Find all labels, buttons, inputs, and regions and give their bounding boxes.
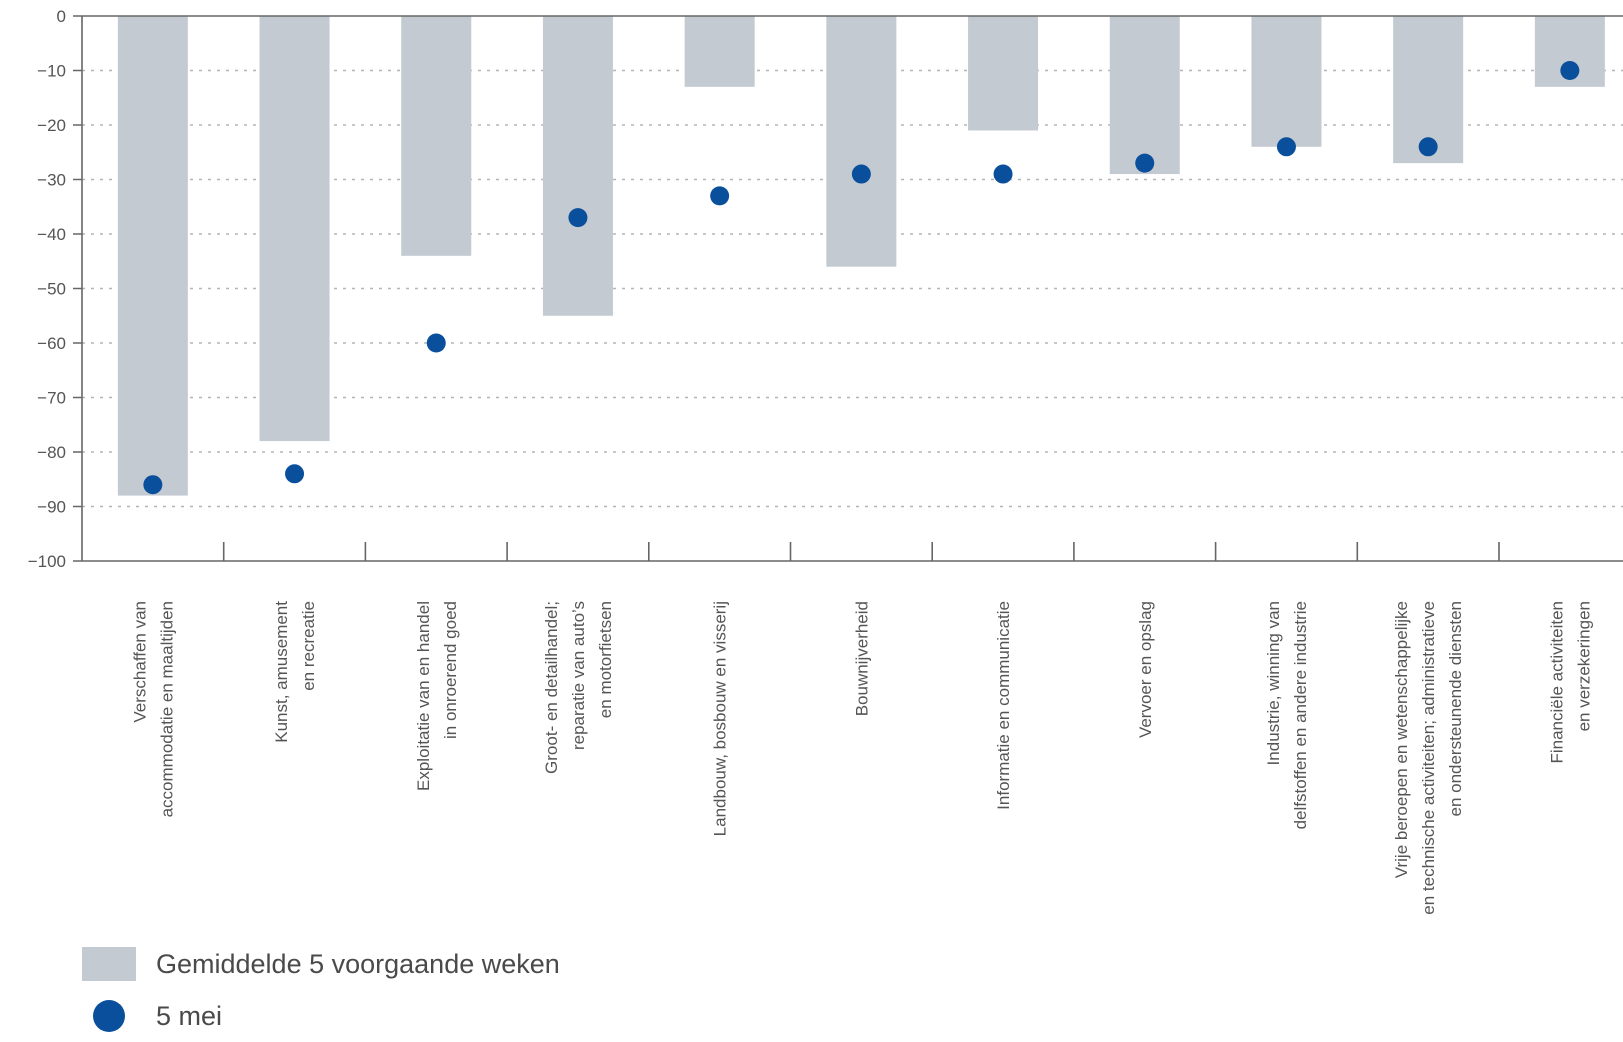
- dot-point: [1135, 153, 1155, 173]
- y-tick-label: −50: [37, 280, 66, 299]
- dot-point: [851, 164, 871, 184]
- y-tick-label: −80: [37, 443, 66, 462]
- y-tick-label: −20: [37, 116, 66, 135]
- legend-dot-swatch: [93, 1000, 125, 1032]
- y-tick-label: −40: [37, 225, 66, 244]
- legend-item-dot: 5 mei: [82, 990, 560, 1042]
- legend-bar-swatch: [82, 947, 136, 981]
- dot-point: [285, 464, 305, 484]
- bar: [117, 16, 188, 496]
- dot-point: [1560, 61, 1580, 80]
- y-tick-labels: 0 −10 −20 −30 −40 −50 −60 −70 −80 −90 −100: [28, 7, 66, 571]
- dot-point: [568, 208, 588, 228]
- y-tick-label: 0: [57, 7, 66, 26]
- bar: [684, 16, 755, 87]
- category-label: Bouwnijverheid: [852, 601, 871, 716]
- bar: [401, 16, 472, 256]
- y-tick-label: −100: [28, 552, 66, 571]
- dot-point: [1276, 137, 1296, 157]
- axes: [73, 15, 1623, 562]
- category-labels: Verschaffen van accommodatie en maaltijde…: [130, 601, 1593, 915]
- category-label: Vervoer en opslag: [1136, 601, 1155, 738]
- dot-point: [1418, 137, 1438, 157]
- category-label: Financiële activiteiten en verzekeringen: [1547, 601, 1593, 764]
- category-label: Exploitatie van en handel in onroerend go…: [414, 601, 460, 791]
- category-label: Informatie en communicatie: [994, 601, 1013, 810]
- category-label: Landbouw, bosbouw en visserij: [711, 601, 730, 836]
- y-tick-label: −70: [37, 389, 66, 408]
- category-label: Groot- en detailhandel; reparatie van aut…: [542, 601, 615, 774]
- legend: Gemiddelde 5 voorgaande weken 5 mei: [82, 938, 560, 1042]
- dot-point: [426, 333, 446, 353]
- bar: [542, 16, 613, 316]
- y-tick-label: −30: [37, 171, 66, 190]
- legend-dot-label: 5 mei: [156, 1000, 223, 1031]
- bar: [1251, 16, 1322, 147]
- y-tick-label: −10: [37, 62, 66, 81]
- dot-point: [710, 186, 730, 206]
- y-tick-label: −90: [37, 498, 66, 517]
- legend-bar-label: Gemiddelde 5 voorgaande weken: [156, 948, 560, 979]
- bar-series: [117, 16, 1605, 496]
- category-label: Industrie, winning van delfstoffen en and…: [1264, 601, 1310, 829]
- bar: [1109, 16, 1180, 175]
- category-label: Verschaffen van accommodatie en maaltijde…: [130, 601, 176, 817]
- category-label: Kunst, amusement en recreatie: [272, 601, 318, 743]
- dot-series: [143, 61, 1580, 495]
- dot-point: [143, 475, 163, 495]
- category-label: Vrije beroepen en wetenschappelijke en te…: [1392, 601, 1465, 915]
- legend-item-bar: Gemiddelde 5 voorgaande weken: [82, 938, 560, 990]
- y-tick-label: −60: [37, 334, 66, 353]
- bar: [968, 16, 1039, 131]
- bar: [826, 16, 897, 267]
- bar: [259, 16, 330, 442]
- dot-point: [993, 164, 1013, 184]
